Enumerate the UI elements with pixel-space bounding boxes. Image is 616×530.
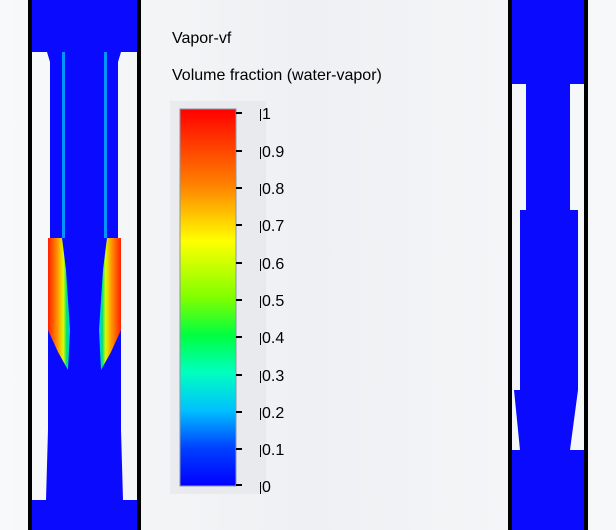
tick-label: 0.5: [259, 293, 285, 310]
tick-label: 0.6: [259, 256, 285, 273]
tick-label: 0.9: [259, 144, 285, 161]
colorbar-ticks: [236, 112, 242, 486]
colorbar: [179, 108, 237, 487]
tick-label: 1: [260, 106, 271, 123]
legend-title: Vapor-vf: [172, 30, 232, 47]
tick-label: 0.7: [259, 218, 285, 235]
left-domain: [28, 0, 141, 530]
legend-subtitle: Volume fraction (water-vapor): [172, 67, 382, 84]
tick-label: 0.8: [259, 181, 285, 198]
tick-label: 0.1: [259, 442, 285, 459]
tick-label: 0.3: [259, 368, 285, 385]
right-domain: [508, 0, 588, 530]
tick-label: 0: [260, 479, 271, 496]
tick-label: 0.2: [259, 405, 285, 422]
tick-label: 0.4: [259, 330, 285, 347]
